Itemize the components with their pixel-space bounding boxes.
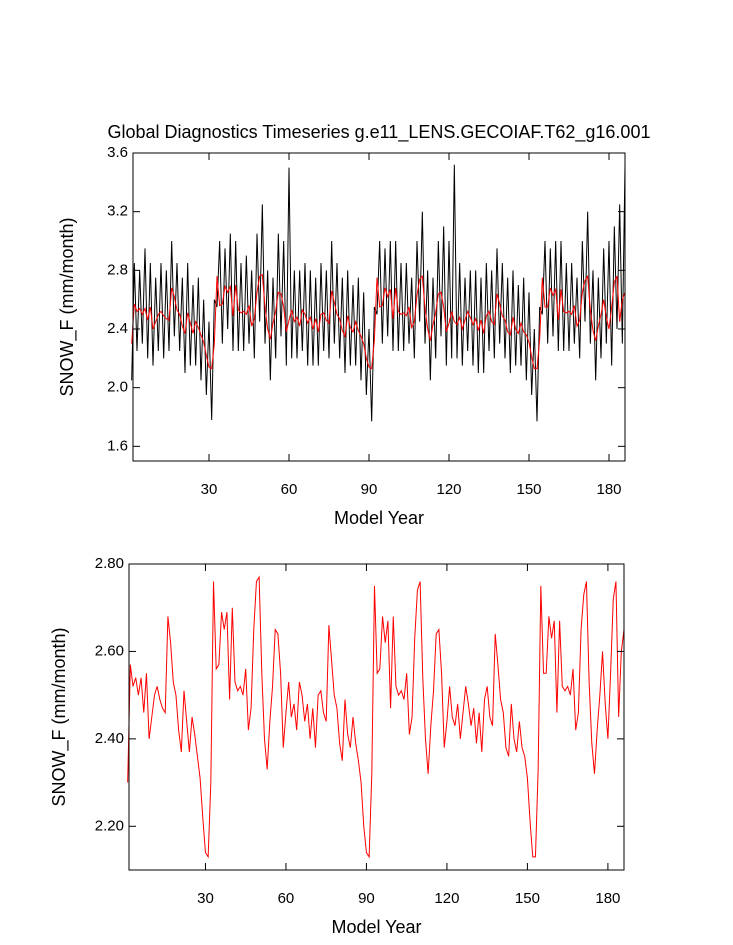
y-tick-label: 2.40 — [95, 730, 124, 747]
x-tick-label: 90 — [358, 890, 375, 907]
y-tick-label: 2.8 — [107, 261, 128, 278]
x-tick-label: 150 — [515, 890, 540, 907]
x-tick-label: 60 — [278, 890, 295, 907]
series-line — [131, 273, 626, 370]
x-tick-label: 120 — [436, 481, 461, 498]
y-tick-label: 3.6 — [107, 144, 128, 161]
y-tick-label: 1.6 — [107, 437, 128, 454]
x-tick-label: 150 — [516, 481, 541, 498]
y-tick-label: 2.80 — [95, 555, 124, 572]
x-axis-label: Model Year — [331, 917, 421, 937]
x-tick-label: 180 — [596, 481, 621, 498]
x-tick-label: 30 — [201, 481, 218, 498]
x-tick-label: 90 — [361, 481, 378, 498]
x-tick-label: 60 — [281, 481, 298, 498]
plot-frame — [128, 563, 625, 871]
plot-frame — [132, 152, 626, 462]
y-tick-label: 2.60 — [95, 642, 124, 659]
y-tick-label: 3.2 — [107, 203, 128, 220]
x-axis-label: Model Year — [334, 508, 424, 528]
y-tick-label: 2.4 — [107, 320, 128, 337]
x-tick-label: 180 — [595, 890, 620, 907]
chart-title: Global Diagnostics Timeseries g.e11_LENS… — [108, 122, 651, 143]
y-axis-label: SNOW_F (mm/month) — [57, 217, 78, 396]
x-tick-label: 30 — [197, 890, 214, 907]
y-tick-label: 2.0 — [107, 379, 128, 396]
x-tick-label: 120 — [434, 890, 459, 907]
y-axis-label: SNOW_F (mm/month) — [49, 627, 70, 806]
series-line — [131, 164, 626, 422]
y-tick-label: 2.20 — [95, 817, 124, 834]
series-line — [127, 575, 625, 859]
